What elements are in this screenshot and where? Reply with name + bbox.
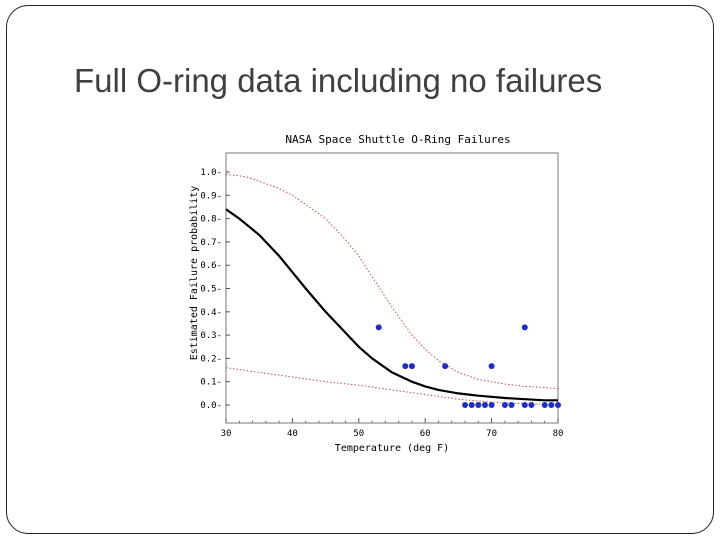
data-point xyxy=(555,402,561,408)
slide-title: Full O-ring data including no failures xyxy=(74,62,603,99)
data-point xyxy=(548,402,555,408)
data-point xyxy=(501,402,508,408)
y-tick-label: 0.9- xyxy=(200,191,222,201)
y-tick-label: 0.6- xyxy=(200,261,222,271)
y-tick-label: 0.4- xyxy=(200,308,222,318)
data-point xyxy=(475,402,482,408)
x-tick-label: 60 xyxy=(420,429,431,439)
y-tick-label: 0.5- xyxy=(200,285,222,295)
data-points xyxy=(375,324,561,408)
curves xyxy=(225,173,559,405)
y-tick-label: 0.7- xyxy=(200,238,222,248)
data-point xyxy=(375,324,382,331)
x-axis-label: Temperature (deg F) xyxy=(335,443,449,454)
data-point xyxy=(442,363,449,370)
data-point xyxy=(488,363,495,370)
data-point xyxy=(481,402,488,408)
data-point xyxy=(468,402,475,408)
upper-bound-curve xyxy=(225,173,559,390)
data-point xyxy=(408,363,415,370)
data-point xyxy=(402,363,409,370)
data-point xyxy=(462,402,469,408)
plot-frame xyxy=(225,152,559,424)
x-tick-label: 50 xyxy=(353,429,364,439)
x-tick-label: 40 xyxy=(287,429,298,439)
y-tick-label: 0.0- xyxy=(200,401,222,411)
x-axis: 30 40 50 60 70 80 xyxy=(221,418,564,439)
y-axis-label: Estimated Failure probability xyxy=(189,186,200,361)
x-tick-label: 70 xyxy=(486,429,497,439)
data-point xyxy=(528,402,535,408)
slide xyxy=(6,5,714,534)
x-tick-label: 80 xyxy=(553,429,564,439)
y-tick-label: 0.3- xyxy=(200,331,222,341)
y-axis: 0.0- 0.1- 0.2- 0.3- 0.4- 0.5- 0.6- 0.7- 0.8- 0.9-… xyxy=(200,168,230,411)
data-point xyxy=(521,324,528,331)
data-point xyxy=(541,402,548,408)
y-tick-label: 1.0- xyxy=(200,168,222,178)
data-point xyxy=(508,402,515,408)
failure-probability-chart: NASA Space Shuttle O-Ring Failures 0.0-0… xyxy=(189,133,564,454)
y-tick-label: 0.1- xyxy=(200,378,222,388)
y-tick-label: 0.2- xyxy=(200,354,222,364)
data-point xyxy=(488,402,495,408)
x-tick-label: 30 xyxy=(221,429,232,439)
y-tick-label: 0.8- xyxy=(200,215,222,225)
fit-curve xyxy=(225,208,558,402)
chart-title: NASA Space Shuttle O-Ring Failures xyxy=(285,133,510,146)
data-point xyxy=(521,402,528,408)
